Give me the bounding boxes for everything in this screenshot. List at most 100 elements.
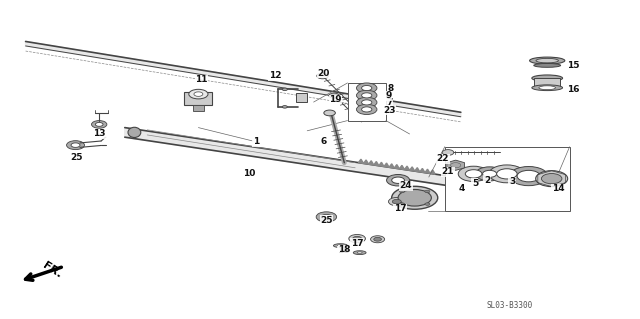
Polygon shape [420,168,425,173]
Ellipse shape [356,83,377,93]
Polygon shape [410,167,415,171]
Polygon shape [348,83,386,121]
Text: 25: 25 [70,153,83,162]
Ellipse shape [357,252,362,253]
Ellipse shape [532,75,563,81]
Ellipse shape [353,236,362,241]
Polygon shape [358,159,364,163]
Polygon shape [425,169,430,174]
Ellipse shape [321,214,332,219]
Text: 16: 16 [566,85,579,94]
Ellipse shape [324,110,335,116]
Polygon shape [430,170,435,174]
Ellipse shape [476,167,504,181]
Polygon shape [415,168,420,172]
Text: 9: 9 [385,91,392,100]
Ellipse shape [338,245,343,246]
Ellipse shape [67,141,84,150]
Ellipse shape [353,251,366,255]
Text: 2: 2 [484,176,490,185]
Ellipse shape [316,212,337,222]
Ellipse shape [536,58,559,63]
Polygon shape [445,147,570,211]
Polygon shape [374,161,379,166]
Ellipse shape [362,107,372,112]
Text: 13: 13 [93,130,106,138]
Text: 23: 23 [383,106,396,115]
Ellipse shape [399,203,404,205]
Text: 17: 17 [394,204,406,213]
Bar [534,78,560,88]
Ellipse shape [442,150,454,155]
Text: 12: 12 [269,71,282,80]
Ellipse shape [541,174,562,184]
Text: 5: 5 [472,179,478,188]
Ellipse shape [362,85,372,91]
Text: 10: 10 [243,169,256,178]
Text: 4: 4 [459,184,465,193]
Ellipse shape [374,237,381,241]
Ellipse shape [362,100,372,105]
Polygon shape [26,41,461,117]
Ellipse shape [387,174,410,186]
Ellipse shape [489,165,525,183]
Polygon shape [364,160,369,164]
Ellipse shape [356,90,377,100]
Polygon shape [384,163,389,167]
Ellipse shape [189,89,208,99]
Text: 14: 14 [552,184,564,193]
Ellipse shape [536,171,568,187]
Ellipse shape [392,199,401,204]
Text: 15: 15 [567,61,580,70]
Ellipse shape [92,121,107,128]
Ellipse shape [95,122,103,126]
Ellipse shape [509,167,548,186]
Text: 22: 22 [436,154,449,163]
Text: 21: 21 [442,167,454,176]
Text: 3: 3 [509,177,515,186]
Bar [193,105,204,111]
Ellipse shape [388,197,405,206]
Ellipse shape [465,170,482,178]
Polygon shape [125,128,448,186]
Text: 6: 6 [320,137,326,146]
Ellipse shape [194,92,203,96]
Text: SL03-B3300: SL03-B3300 [486,301,532,310]
Ellipse shape [71,143,80,147]
Ellipse shape [392,177,404,183]
Ellipse shape [371,236,385,243]
Ellipse shape [317,73,328,79]
Polygon shape [399,165,404,170]
Ellipse shape [425,203,430,205]
Ellipse shape [530,57,565,64]
Text: 24: 24 [399,181,412,190]
Ellipse shape [282,88,287,91]
Ellipse shape [333,244,348,248]
Ellipse shape [398,189,431,206]
Polygon shape [379,162,384,167]
Text: 1: 1 [253,137,259,146]
Text: 18: 18 [337,246,350,255]
Ellipse shape [362,93,372,98]
Text: 7: 7 [386,98,392,107]
Ellipse shape [282,106,287,108]
Polygon shape [447,160,465,170]
Ellipse shape [497,169,517,179]
Bar [184,92,212,105]
Ellipse shape [517,170,540,182]
Text: 19: 19 [329,95,342,104]
Text: 20: 20 [317,69,330,78]
Ellipse shape [534,63,561,67]
Polygon shape [394,165,399,169]
Polygon shape [389,164,394,168]
Ellipse shape [349,234,365,243]
Polygon shape [404,166,410,170]
Text: 8: 8 [387,84,394,93]
Ellipse shape [392,186,438,209]
Ellipse shape [458,166,489,182]
Text: 18: 18 [338,245,351,254]
Text: FR.: FR. [41,261,64,280]
Text: 17: 17 [351,239,364,248]
Ellipse shape [483,170,497,177]
Ellipse shape [532,85,563,91]
